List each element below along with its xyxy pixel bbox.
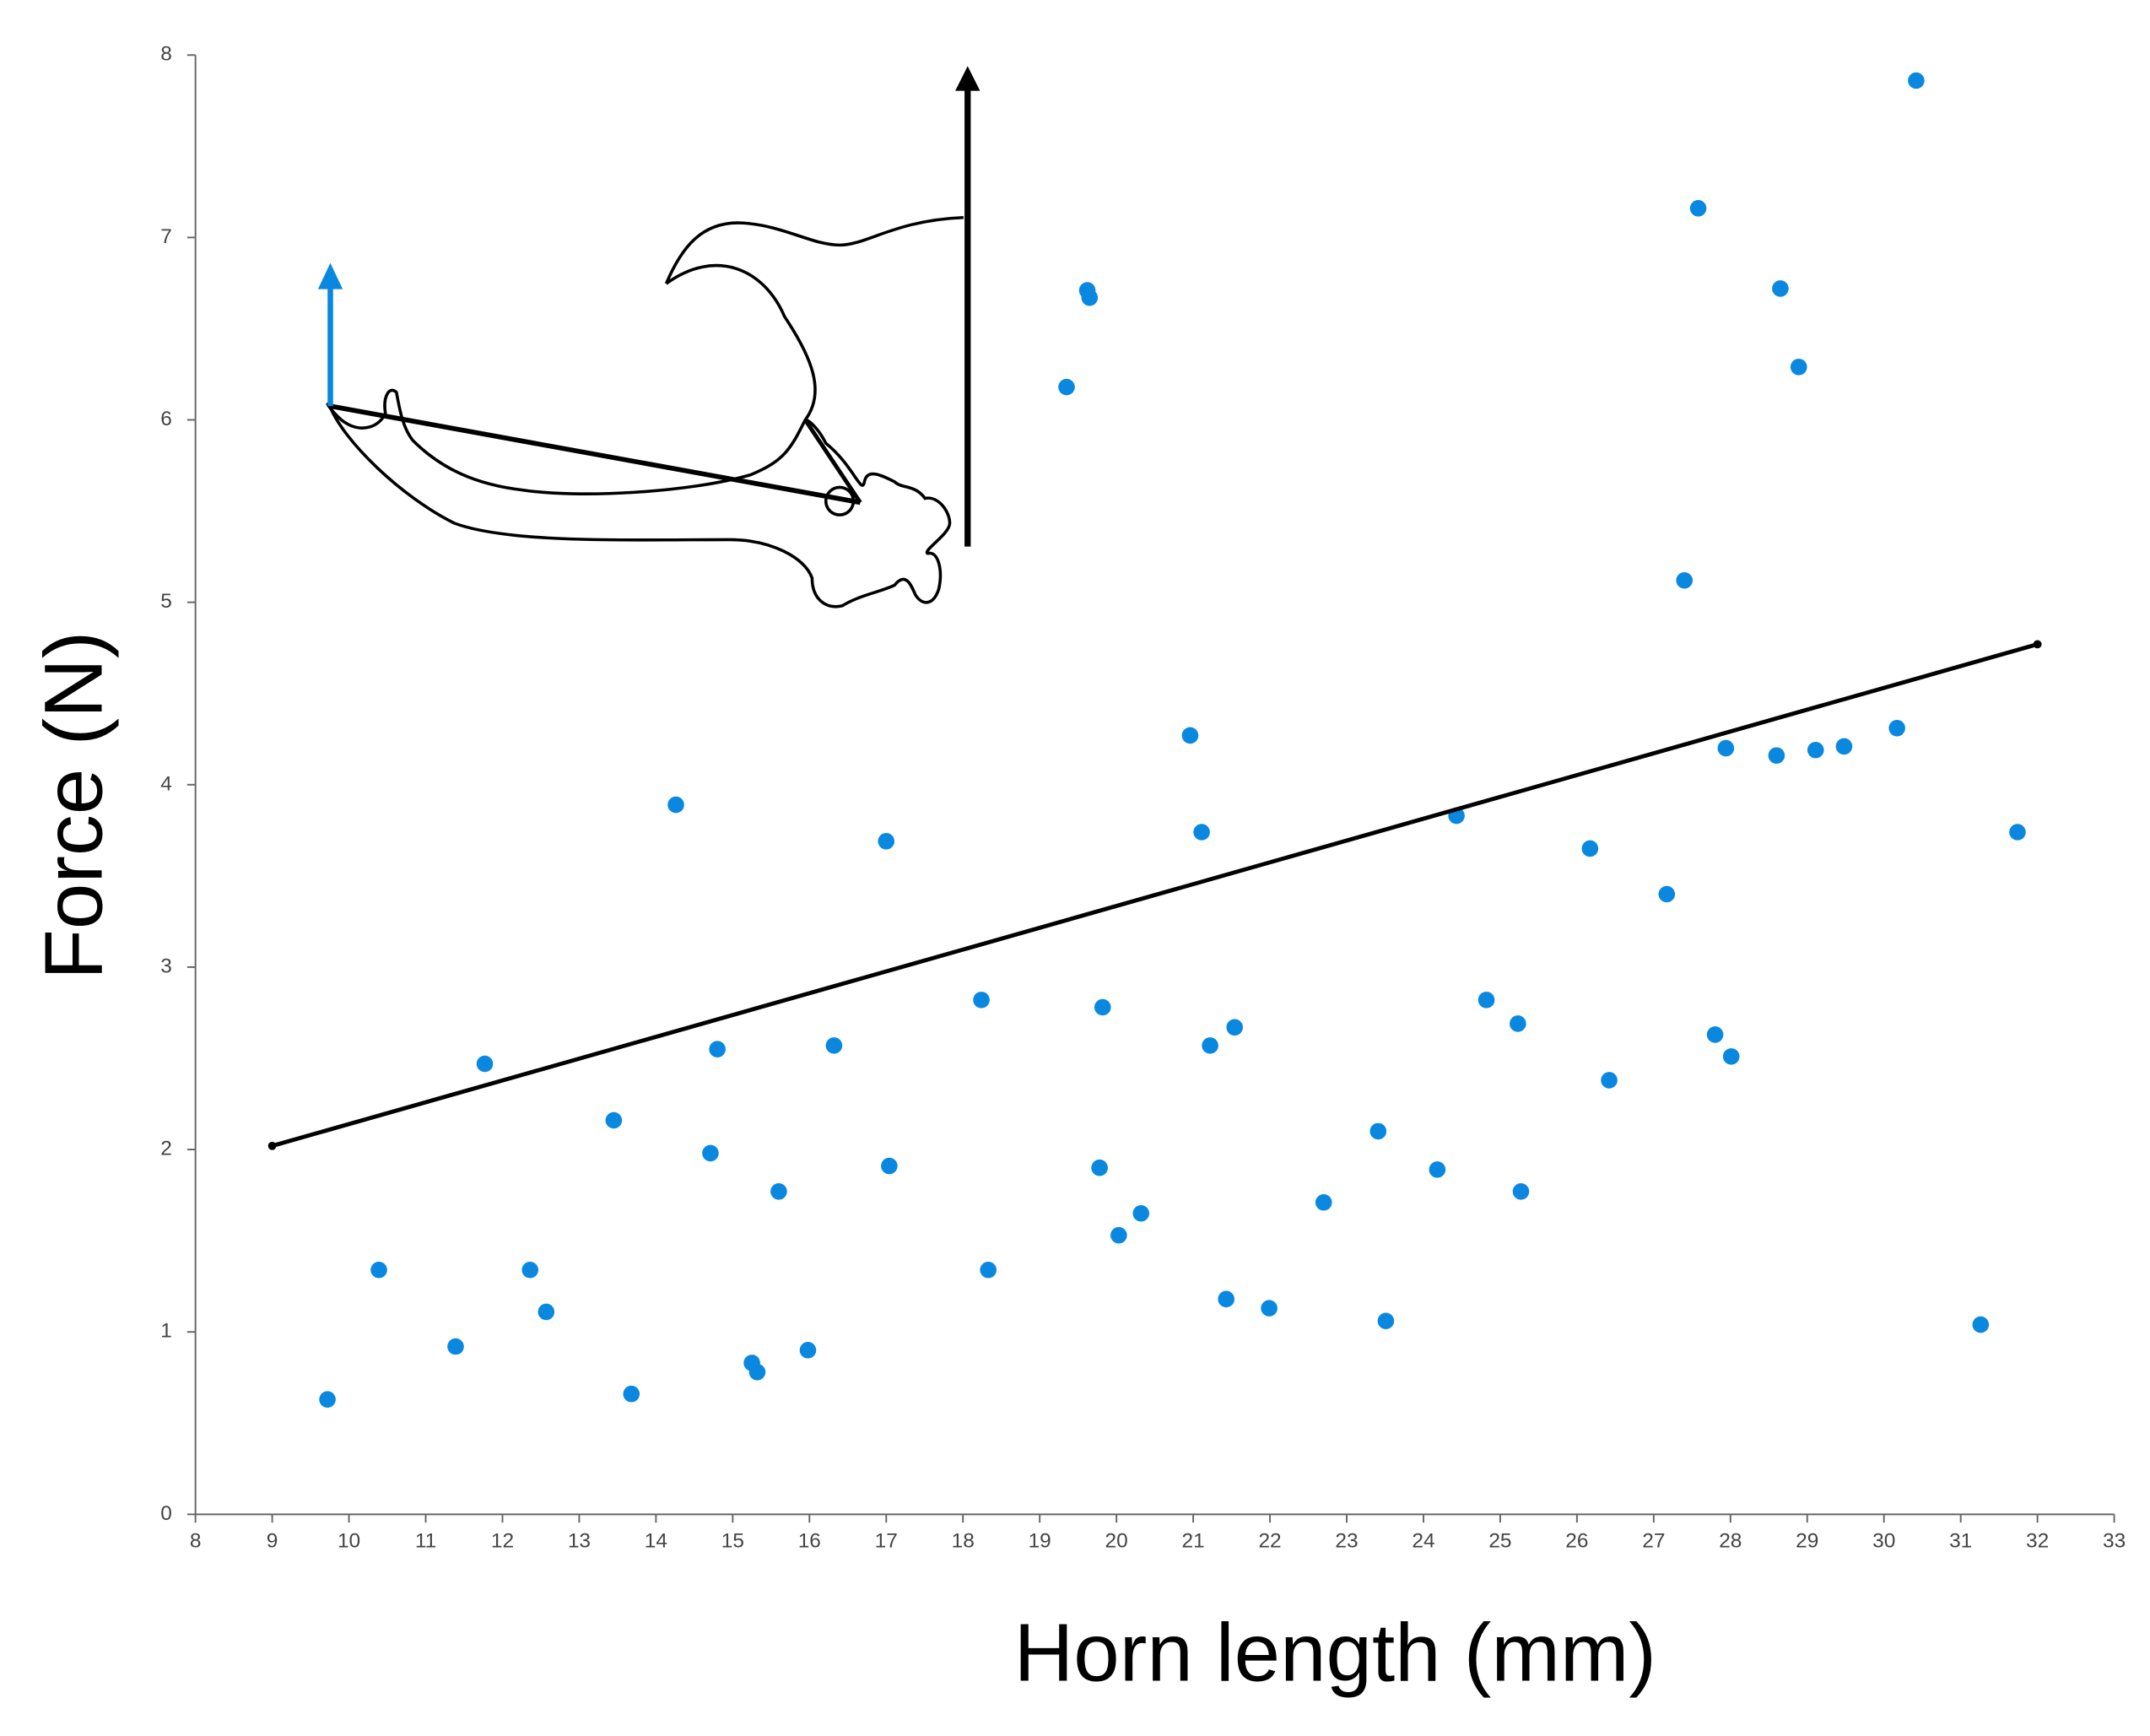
data-point — [1807, 741, 1824, 759]
x-tick-label: 11 — [415, 1529, 436, 1552]
data-point — [1888, 720, 1905, 737]
x-tick-label: 27 — [1642, 1529, 1665, 1552]
y-tick-label: 4 — [160, 772, 172, 795]
data-point — [1477, 992, 1495, 1009]
x-tick-label: 32 — [2026, 1529, 2049, 1552]
data-point — [702, 1144, 719, 1162]
data-point — [1315, 1193, 1332, 1211]
y-tick-label: 1 — [160, 1320, 172, 1343]
x-tick-label: 28 — [1719, 1529, 1742, 1552]
data-point — [709, 1041, 726, 1057]
data-point — [1772, 280, 1789, 297]
x-tick-label: 21 — [1181, 1529, 1204, 1552]
x-tick-label: 13 — [568, 1529, 591, 1552]
trend-line — [271, 642, 2039, 1149]
x-tick-label: 31 — [1949, 1529, 1972, 1552]
x-tick-label: 30 — [1872, 1529, 1895, 1552]
x-tick-label: 8 — [190, 1529, 202, 1552]
trend-endpoint — [267, 1141, 277, 1150]
data-point — [1601, 1072, 1618, 1089]
x-tick-label: 10 — [338, 1529, 360, 1552]
data-point — [1094, 998, 1111, 1016]
y-tick-label: 8 — [160, 43, 172, 66]
data-point — [1369, 1122, 1387, 1140]
data-point — [1058, 378, 1075, 396]
data-point — [447, 1338, 464, 1355]
data-point — [1512, 1183, 1530, 1200]
data-point — [1510, 1015, 1526, 1032]
data-point — [1193, 824, 1210, 841]
x-tick-label: 18 — [952, 1529, 975, 1552]
x-tick-label: 12 — [491, 1529, 514, 1552]
x-tick-label: 20 — [1105, 1529, 1128, 1552]
data-point — [1676, 571, 1694, 589]
data-point — [1181, 727, 1199, 744]
y-tick-label: 5 — [160, 590, 172, 613]
data-point — [748, 1363, 766, 1381]
y-tick-label: 7 — [160, 225, 172, 248]
data-point — [1972, 1316, 1990, 1333]
data-point — [770, 1183, 787, 1200]
data-point — [1081, 289, 1099, 306]
x-tick-label: 25 — [1488, 1529, 1511, 1552]
data-point — [1226, 1019, 1243, 1036]
data-point — [1790, 359, 1807, 376]
x-tick-label: 23 — [1335, 1529, 1358, 1552]
data-point — [370, 1261, 387, 1279]
x-tick-label: 16 — [798, 1529, 821, 1552]
x-tick-label: 14 — [645, 1529, 667, 1552]
data-point — [667, 796, 684, 814]
y-axis-title: Force (N) — [26, 631, 119, 980]
data-point — [1706, 1026, 1724, 1043]
data-point — [881, 1157, 898, 1175]
data-point — [1581, 840, 1599, 857]
data-point — [1218, 1290, 1234, 1308]
data-point — [1768, 747, 1785, 765]
data-point — [1429, 1161, 1446, 1178]
data-point — [1722, 1048, 1740, 1065]
x-tick-label: 19 — [1029, 1529, 1051, 1552]
data-point — [476, 1055, 494, 1073]
data-point — [1132, 1204, 1150, 1222]
x-tick-label: 26 — [1565, 1529, 1588, 1552]
data-point — [1202, 1037, 1218, 1054]
data-point — [521, 1261, 539, 1279]
data-point — [623, 1385, 640, 1403]
data-point — [2009, 824, 2026, 841]
data-point — [538, 1303, 555, 1321]
data-point — [1717, 739, 1735, 757]
y-tick-label: 6 — [160, 408, 172, 430]
data-point — [1908, 72, 1925, 89]
x-tick-label: 9 — [267, 1529, 278, 1552]
x-tick-label: 17 — [875, 1529, 898, 1552]
x-tick-label: 24 — [1412, 1529, 1434, 1552]
data-point — [878, 833, 895, 850]
data-point — [1091, 1159, 1108, 1176]
x-tick-label: 33 — [2103, 1529, 2126, 1552]
data-point — [825, 1037, 843, 1054]
data-point — [1835, 738, 1853, 755]
data-point — [1658, 885, 1676, 903]
data-point — [1377, 1312, 1395, 1330]
y-tick-label: 0 — [160, 1502, 172, 1525]
data-point — [1261, 1300, 1278, 1317]
y-tick-label: 2 — [160, 1138, 172, 1160]
x-axis-title: Horn length (mm) — [1014, 1606, 1656, 1699]
trend-endpoint — [2033, 640, 2042, 649]
data-point — [973, 992, 990, 1009]
data-point — [799, 1342, 817, 1359]
x-tick-label: 22 — [1258, 1529, 1281, 1552]
data-point — [980, 1261, 997, 1279]
inset-diagram — [317, 66, 980, 608]
x-tick-label: 29 — [1796, 1529, 1818, 1552]
data-point — [1110, 1226, 1127, 1244]
data-point — [605, 1111, 623, 1129]
data-point — [1689, 200, 1707, 217]
y-tick-label: 3 — [160, 955, 172, 977]
data-point — [319, 1391, 336, 1408]
x-tick-label: 15 — [721, 1529, 744, 1552]
